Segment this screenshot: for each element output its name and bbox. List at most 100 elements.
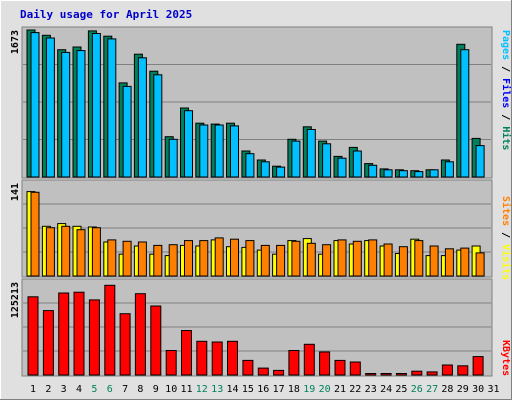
bar-sites-day-22 <box>352 240 362 277</box>
x-tick-label-1: 1 <box>30 384 36 395</box>
bar-kbytes-day-2 <box>42 310 54 376</box>
bar-files-day-27 <box>429 169 439 178</box>
legend-separator: / <box>500 60 511 78</box>
bar-sites-day-9 <box>153 244 163 277</box>
bar-sites-day-2 <box>45 227 55 277</box>
legend-entry-sites: Sites <box>500 196 512 226</box>
panel-visits-sites: 141 Sites / Visits <box>10 179 512 280</box>
x-tick-label-30: 30 <box>472 384 484 395</box>
bar-files-day-20 <box>322 143 332 178</box>
bar-files-day-19 <box>306 129 316 178</box>
bar-sites-day-12 <box>199 240 209 277</box>
bar-files-day-21 <box>337 157 347 178</box>
x-tick-label-29: 29 <box>457 384 469 395</box>
bar-sites-day-21 <box>337 239 347 277</box>
bar-sites-day-20 <box>322 244 332 277</box>
x-axis-tick-labels: 1 2 3 4 5 6 7 8 9 10 11 12 13 14 15 16 17 18 19 20 21 22 23 24 2… <box>30 384 500 395</box>
bars-hits-files <box>26 29 485 178</box>
bar-files-day-29 <box>460 49 470 178</box>
legend-hits-files-pages: Pages / Files / Hits <box>500 30 512 150</box>
x-tick-label-12: 12 <box>196 384 208 395</box>
x-tick-label-17: 17 <box>273 384 285 395</box>
bar-kbytes-day-5 <box>88 299 100 376</box>
bar-files-day-14 <box>230 125 239 178</box>
bar-sites-day-14 <box>230 238 239 277</box>
x-tick-label-10: 10 <box>165 384 177 395</box>
legend-entry-kbytes: KBytes <box>500 340 511 376</box>
x-tick-label-27: 27 <box>426 384 438 395</box>
bar-kbytes-day-30 <box>472 356 484 376</box>
bar-files-day-24 <box>383 169 393 178</box>
x-tick-label-11: 11 <box>180 384 192 395</box>
grid-kbytes <box>23 302 491 352</box>
bar-sites-day-16 <box>260 244 270 277</box>
bar-sites-day-6 <box>107 239 117 277</box>
x-tick-label-3: 3 <box>61 384 67 395</box>
bar-kbytes-day-17 <box>273 369 285 376</box>
bar-sites-day-1 <box>30 191 40 277</box>
panel-kbytes: 125213 KBytes <box>10 278 511 377</box>
bar-files-day-18 <box>291 140 301 178</box>
bar-sites-day-23 <box>368 239 378 277</box>
bar-files-day-12 <box>199 124 209 178</box>
bar-files-day-17 <box>276 166 286 178</box>
x-tick-label-5: 5 <box>91 384 97 395</box>
bar-kbytes-day-14 <box>227 340 238 376</box>
bar-kbytes-day-24 <box>380 373 392 376</box>
bar-sites-day-25 <box>398 246 408 277</box>
bar-kbytes-day-28 <box>441 364 453 376</box>
x-tick-label-22: 22 <box>349 384 361 395</box>
legend-sites-visits: Sites / Visits <box>500 196 512 280</box>
bar-files-day-15 <box>245 153 255 178</box>
bar-kbytes-day-3 <box>58 292 70 376</box>
x-tick-label-13: 13 <box>211 384 223 395</box>
bar-files-day-5 <box>91 33 101 178</box>
x-tick-label-21: 21 <box>334 384 346 395</box>
x-tick-label-19: 19 <box>303 384 315 395</box>
x-tick-label-23: 23 <box>365 384 377 395</box>
bar-kbytes-day-22 <box>349 361 361 376</box>
bar-kbytes-day-12 <box>196 340 208 376</box>
x-tick-label-31: 31 <box>487 384 499 395</box>
bar-kbytes-day-27 <box>426 371 438 376</box>
bar-files-day-13 <box>214 124 224 178</box>
bar-files-day-11 <box>184 110 193 178</box>
bar-files-day-26 <box>414 171 424 178</box>
ymax-label-visits: 141 <box>10 183 21 201</box>
bar-sites-day-30 <box>475 252 485 277</box>
bars-kbytes <box>27 284 484 376</box>
bar-sites-day-19 <box>306 242 316 277</box>
legend-entry-visits: Visits <box>500 244 512 280</box>
x-tick-label-26: 26 <box>411 384 423 395</box>
legend-separator: / <box>500 108 511 126</box>
bar-files-day-3 <box>61 51 71 178</box>
x-tick-label-16: 16 <box>257 384 269 395</box>
bar-files-day-30 <box>475 145 485 178</box>
bar-sites-day-4 <box>76 229 86 277</box>
x-tick-label-8: 8 <box>137 384 143 395</box>
x-tick-label-25: 25 <box>395 384 407 395</box>
bar-files-day-28 <box>444 161 454 178</box>
legend-separator: / <box>500 226 511 244</box>
bar-files-day-4 <box>76 50 86 178</box>
bar-sites-day-5 <box>91 227 101 277</box>
x-tick-label-24: 24 <box>380 384 392 395</box>
bar-sites-day-13 <box>214 237 224 277</box>
bar-sites-day-29 <box>460 247 470 277</box>
bar-files-day-25 <box>398 170 408 178</box>
bar-kbytes-day-18 <box>288 350 300 376</box>
x-tick-label-18: 18 <box>288 384 300 395</box>
bar-sites-day-27 <box>429 245 439 277</box>
bar-sites-day-15 <box>245 240 255 277</box>
bar-sites-day-7 <box>122 240 132 277</box>
chart-title: Daily usage for April 2025 <box>20 8 192 21</box>
bar-files-day-8 <box>137 57 147 178</box>
bar-kbytes-day-16 <box>257 367 269 376</box>
x-tick-label-2: 2 <box>45 384 51 395</box>
bar-kbytes-day-9 <box>150 305 162 376</box>
bar-sites-day-28 <box>444 248 454 277</box>
bar-files-day-2 <box>45 37 55 178</box>
bar-kbytes-day-7 <box>119 313 131 376</box>
legend-entry-pages: Pages <box>500 30 511 60</box>
ymax-label-kbytes: 125213 <box>10 282 21 318</box>
